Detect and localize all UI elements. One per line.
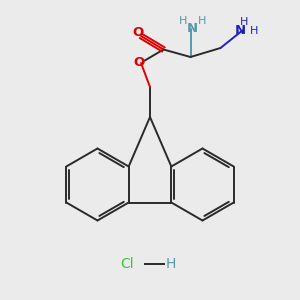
Text: O: O [134,56,145,70]
Text: H: H [166,257,176,271]
Text: H: H [250,26,259,36]
Text: N: N [186,22,198,35]
Text: Cl: Cl [121,257,134,271]
Text: N: N [234,24,246,37]
Text: H: H [240,17,249,27]
Text: H: H [179,16,187,26]
Text: H: H [198,16,206,26]
Text: O: O [132,26,144,40]
